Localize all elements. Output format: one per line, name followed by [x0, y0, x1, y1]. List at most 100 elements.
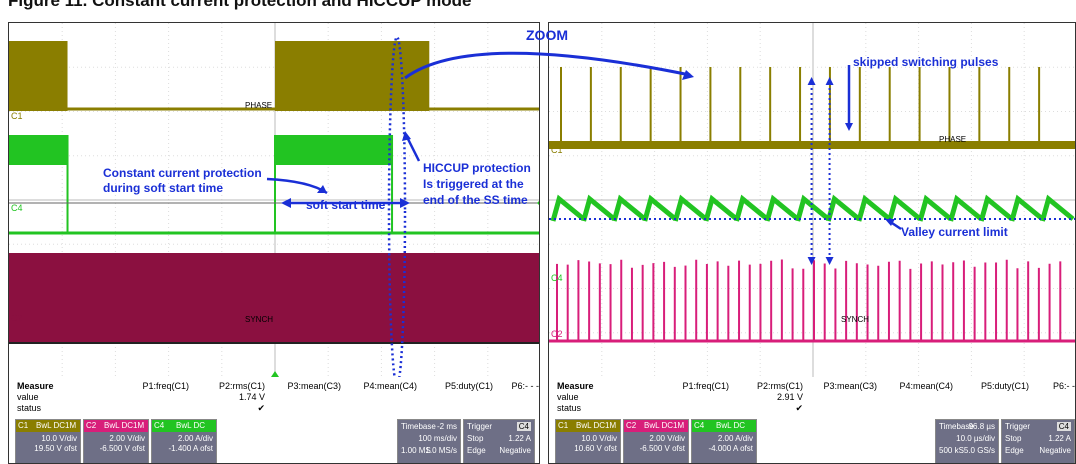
synch-label: SYNCH: [245, 315, 274, 324]
timebase-rate: 5.0 GS/s: [963, 446, 995, 455]
value-label: value: [557, 392, 579, 402]
timebase-delay: -2 ms: [437, 422, 457, 431]
timebase-samples: 1.00 MS: [401, 446, 431, 455]
annot-constant-current-1: Constant current protection: [103, 166, 262, 180]
timebase-div: 100 ms/div: [418, 434, 457, 443]
arrowhead: [807, 77, 816, 85]
annot-hiccup-3: end of the SS time: [423, 193, 528, 207]
timebase-delay: 96.8 µs: [968, 422, 995, 431]
trigger-source: C4: [516, 422, 531, 431]
measure-panel-left: Measure P1:freq(C1) P2:rms(C1) P3:mean(C…: [9, 379, 539, 463]
measure-header: P2:rms(C1): [756, 381, 803, 391]
measure-value: 2.91 V: [776, 392, 803, 402]
trigger-box: Trigger C4 Stop 1.22 A Edge Negative: [463, 419, 535, 463]
measure-header: P5:duty(C1): [980, 381, 1029, 391]
channel-tag: BwL DC1M: [576, 421, 617, 430]
zoom-region-ellipse: [387, 35, 407, 377]
channel-vdiv: 2.00 A/div: [717, 434, 753, 443]
c4-sawtooth-period: [550, 194, 586, 222]
c2-marker: C2: [551, 329, 563, 339]
c1-burst: [9, 41, 68, 111]
status-label: status: [557, 403, 582, 413]
trigger-source: C4: [1056, 422, 1071, 431]
timebase-label: Timebase: [939, 422, 974, 431]
value-label: value: [17, 392, 39, 402]
c4-sawtooth-period: [948, 194, 983, 222]
channel-vdiv: 10.0 V/div: [581, 434, 617, 443]
channel-vdiv: 2.00 V/div: [109, 434, 145, 443]
channel-box-c2: C2 BwL DC1M 2.00 V/div -6.500 V ofst: [83, 419, 149, 463]
measure-header: P4:mean(C4): [899, 381, 953, 391]
scope-right-screen: PHASE SYNCH C1 C4 C2 skipped switching p…: [549, 23, 1075, 377]
annot-hiccup-2: Is triggered at the: [423, 177, 524, 191]
c4-sawtooth-period: [611, 194, 647, 222]
c4-marker: C4: [11, 203, 23, 213]
channel-id: C1: [558, 421, 569, 430]
trigger-mode: Stop: [1005, 434, 1022, 443]
c2-marker: C2: [11, 313, 23, 323]
c4-sawtooth-period: [1040, 194, 1075, 222]
channel-tag: BwL DC1M: [104, 421, 145, 430]
c4-sawtooth-period: [734, 194, 769, 222]
scope-left-screen: PHASE SYNCH C1 C4 C2 Constant current pr…: [9, 23, 539, 377]
trigger-level: 1.22 A: [1048, 434, 1071, 443]
trigger-slope: Negative: [1039, 446, 1071, 455]
scope-right-waveforms: [549, 23, 1075, 377]
trigger-type: Edge: [467, 446, 486, 455]
channel-id: C2: [626, 421, 637, 430]
channel-id: C2: [86, 421, 97, 430]
channel-ofst: -6.500 V ofst: [639, 444, 685, 453]
c4-high-band: [9, 135, 68, 165]
arrowhead: [845, 123, 853, 131]
arrowhead: [281, 198, 291, 208]
channel-vdiv: 2.00 A/div: [177, 434, 213, 443]
arrowhead: [885, 219, 895, 226]
channel-ofst: 19.50 V ofst: [34, 444, 77, 453]
channel-tag: BwL DC1M: [36, 421, 77, 430]
channel-ofst: -1.400 A ofst: [168, 444, 213, 453]
c4-sawtooth-period: [917, 194, 953, 222]
measure-header: P3:mean(C3): [287, 381, 341, 391]
measure-header: P4:mean(C4): [363, 381, 417, 391]
annot-soft-start: soft start time: [306, 198, 386, 212]
channel-box-c2: C2 BwL DC1M 2.00 V/div -6.500 V ofst: [623, 419, 689, 463]
channel-ofst: -6.500 V ofst: [99, 444, 145, 453]
channel-id: C4: [154, 421, 165, 430]
measure-header: P6:- - -: [511, 381, 539, 391]
c4-sawtooth-period: [856, 194, 892, 222]
channel-id: C1: [18, 421, 29, 430]
measure-panel-right: Measure P1:freq(C1) P2:rms(C1) P3:mean(C…: [549, 379, 1075, 463]
phase-label: PHASE: [939, 135, 967, 144]
c4-marker: C4: [551, 273, 563, 283]
channel-box-c4: C4 BwL DC 2.00 A/div -4.000 A ofst: [691, 419, 757, 463]
c4-sawtooth-period: [825, 194, 861, 222]
status-label: status: [17, 403, 42, 413]
trigger-slope: Negative: [499, 446, 531, 455]
c4-sawtooth-period: [978, 194, 1014, 222]
c1-marker: C1: [11, 111, 23, 121]
trigger-type: Edge: [1005, 446, 1024, 455]
channel-id: C4: [694, 421, 705, 430]
scope-left: PHASE SYNCH C1 C4 C2 Constant current pr…: [8, 22, 540, 464]
channel-vdiv: 10.0 V/div: [41, 434, 77, 443]
trigger-level-marker: [537, 201, 539, 205]
timebase-box: Timebase 96.8 µs 10.0 µs/div 500 kS 5.0 …: [935, 419, 999, 463]
annot-zoom: ZOOM: [526, 27, 568, 43]
measure-header: P1:freq(C1): [142, 381, 189, 391]
measure-header: P5:duty(C1): [444, 381, 493, 391]
timebase-label: Timebase: [401, 422, 436, 431]
measure-header: P3:mean(C3): [823, 381, 877, 391]
c4-sawtooth-period: [642, 194, 677, 222]
channel-tag: BwL DC: [716, 421, 746, 430]
trigger-level: 1.22 A: [508, 434, 531, 443]
timebase-rate: 1.0 MS/s: [425, 446, 457, 455]
channel-box-c4: C4 BwL DC 2.00 A/div -1.400 A ofst: [151, 419, 217, 463]
channel-tag: BwL DC: [176, 421, 206, 430]
annot-skipped: skipped switching pulses: [853, 55, 999, 69]
timebase-samples: 500 kS: [939, 446, 964, 455]
measure-status: ✔: [257, 403, 265, 413]
measure-title: Measure: [17, 381, 54, 391]
channel-vdiv: 2.00 V/div: [649, 434, 685, 443]
trigger-box: Trigger C4 Stop 1.22 A Edge Negative: [1001, 419, 1075, 463]
c2-band: [9, 253, 539, 343]
